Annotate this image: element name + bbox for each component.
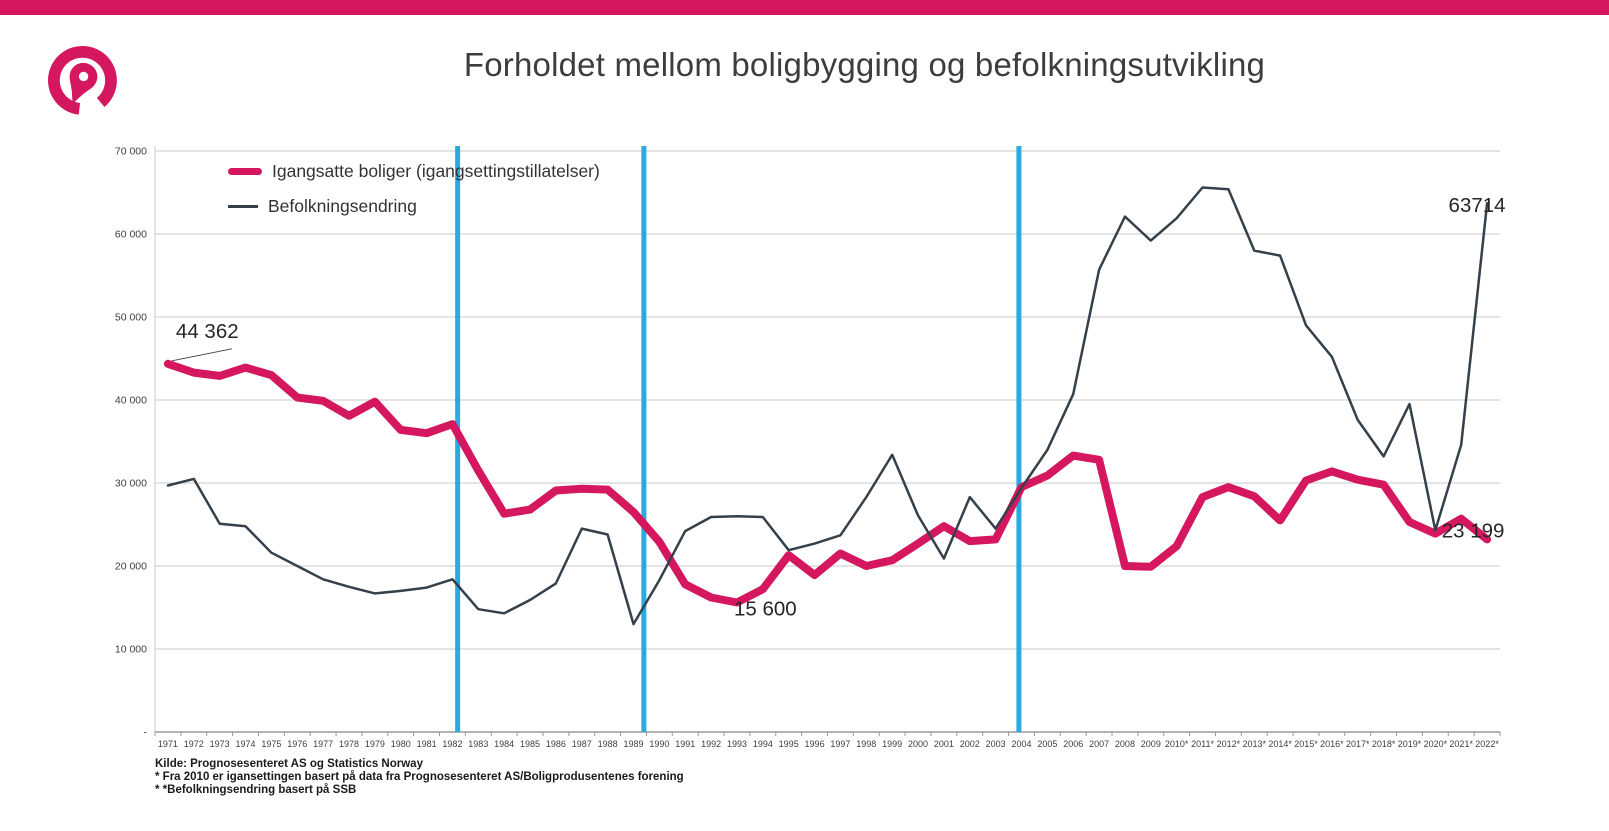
housing-series-swatch xyxy=(228,168,262,175)
x-tick-label: 1982 xyxy=(442,739,462,749)
source-note-1: Kilde: Prognosesenteret AS og Statistics… xyxy=(155,758,423,770)
legend-label-housing: Igangsatte boliger (igangsettingstillate… xyxy=(272,161,600,181)
chart-title: Forholdet mellom boligbygging og befolkn… xyxy=(463,46,1266,83)
x-tick-label: 2002 xyxy=(960,739,980,749)
legend-item-housing: Igangsatte boliger (igangsettingstillate… xyxy=(228,161,600,182)
y-tick-label: - xyxy=(144,727,148,739)
x-tick-label: 1986 xyxy=(546,739,566,749)
x-tick-label: 1980 xyxy=(391,739,411,749)
x-tick-label: 1973 xyxy=(210,739,230,749)
annotation-23199: 23 199 xyxy=(1442,519,1505,542)
population-series-swatch xyxy=(228,205,258,208)
chart-legend: Igangsatte boliger (igangsettingstillate… xyxy=(228,161,600,217)
top-accent-bar xyxy=(0,0,1609,15)
x-tick-label: 2018* xyxy=(1372,739,1396,749)
x-tick-label: 2004 xyxy=(1011,739,1031,749)
x-tick-label: 2017* xyxy=(1346,739,1370,749)
x-tick-label: 2000 xyxy=(908,739,928,749)
x-tick-label: 1972 xyxy=(184,739,204,749)
y-tick-label: 30 000 xyxy=(115,478,147,490)
source-note-3: * *Befolkningsendring basert på SSB xyxy=(155,784,357,797)
y-tick-label: 70 000 xyxy=(115,146,147,158)
y-tick-label: 20 000 xyxy=(115,561,147,573)
y-tick-label: 10 000 xyxy=(115,644,147,656)
annotation-15600: 15 600 xyxy=(734,598,797,621)
x-tick-label: 1999 xyxy=(882,739,902,749)
x-tick-label: 2009 xyxy=(1141,739,1161,749)
x-tick-label: 1976 xyxy=(287,739,307,749)
x-tick-label: 2014* xyxy=(1268,739,1292,749)
x-tick-label: 2003 xyxy=(986,739,1006,749)
x-tick-label: 1978 xyxy=(339,739,359,749)
x-tick-label: 1985 xyxy=(520,739,540,749)
legend-label-population: Befolkningsendring xyxy=(268,196,417,216)
y-tick-label: 40 000 xyxy=(115,395,147,407)
x-tick-label: 1992 xyxy=(701,739,721,749)
x-tick-label: 2020* xyxy=(1424,739,1448,749)
annotation-44362: 44 362 xyxy=(176,320,239,343)
x-tick-label: 2016* xyxy=(1320,739,1344,749)
x-tick-label: 1977 xyxy=(313,739,333,749)
x-tick-label: 2005 xyxy=(1037,739,1057,749)
x-tick-label: 2007 xyxy=(1089,739,1109,749)
x-tick-label: 1984 xyxy=(494,739,514,749)
x-tick-label: 2010* xyxy=(1165,739,1189,749)
x-tick-label: 1990 xyxy=(649,739,669,749)
prognosesenteret-logo xyxy=(48,45,117,115)
x-tick-label: 1997 xyxy=(830,739,850,749)
x-tick-label: 1989 xyxy=(623,739,643,749)
x-tick-label: 1996 xyxy=(805,739,825,749)
x-tick-label: 1991 xyxy=(675,739,695,749)
logo-pin-icon xyxy=(48,45,117,115)
x-tick-label: 2001 xyxy=(934,739,954,749)
x-tick-label: 1993 xyxy=(727,739,747,749)
x-tick-label: 2008 xyxy=(1115,739,1135,749)
annotation-leader xyxy=(171,348,233,362)
x-tick-label: 1974 xyxy=(236,739,256,749)
x-tick-label: 1979 xyxy=(365,739,385,749)
y-tick-label: 50 000 xyxy=(115,312,147,324)
housing-series-line xyxy=(163,359,1492,607)
x-tick-label: 1987 xyxy=(572,739,592,749)
source-note-2: * Fra 2010 er igansettingen basert på da… xyxy=(155,771,684,784)
x-tick-label: 2011* xyxy=(1191,739,1214,749)
x-tick-label: 2022* xyxy=(1475,739,1499,749)
annotation-63714: 63714 xyxy=(1449,194,1506,217)
y-tick-label: 60 000 xyxy=(115,229,147,241)
x-tick-label: 2006 xyxy=(1063,739,1083,749)
x-tick-label: 1988 xyxy=(598,739,618,749)
x-tick-label: 2012* xyxy=(1217,739,1241,749)
x-tick-label: 1981 xyxy=(417,739,437,749)
x-tick-label: 1995 xyxy=(779,739,799,749)
x-tick-label: 1994 xyxy=(753,739,773,749)
population-series-line xyxy=(166,186,1489,626)
x-tick-label: 1998 xyxy=(856,739,876,749)
legend-item-population: Befolkningsendring xyxy=(228,196,600,217)
x-tick-label: 2013* xyxy=(1243,739,1267,749)
x-tick-label: 1975 xyxy=(261,739,281,749)
x-tick-label: 2019* xyxy=(1398,739,1422,749)
source-notes: Kilde: Prognosesenteret AS og Statistics… xyxy=(155,758,684,798)
x-tick-label: 2015* xyxy=(1294,739,1318,749)
x-tick-label: 1971 xyxy=(158,739,178,749)
x-tick-label: 1983 xyxy=(468,739,488,749)
x-tick-label: 2021* xyxy=(1449,739,1473,749)
